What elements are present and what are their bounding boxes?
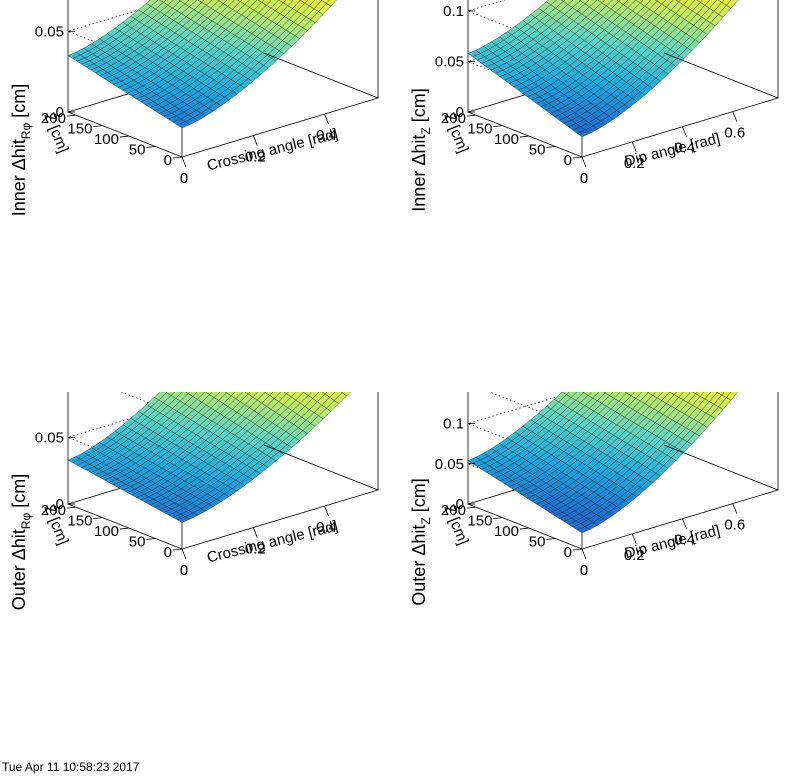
depth-tick-label: 0 bbox=[164, 152, 172, 169]
surface-mesh bbox=[468, 392, 778, 533]
x-tick-label: 0 bbox=[580, 170, 588, 187]
depth-tick-mark bbox=[120, 136, 129, 137]
x-tick-mark bbox=[683, 127, 687, 137]
x-tick-mark bbox=[733, 112, 737, 122]
depth-tick-mark bbox=[467, 507, 476, 508]
depth-tick-mark bbox=[520, 136, 529, 137]
z-tick-label: 0.1 bbox=[443, 416, 464, 433]
depth-tick-label: 100 bbox=[494, 131, 519, 148]
depth-tick-mark bbox=[146, 539, 155, 540]
z-tick-label: 0 bbox=[456, 496, 464, 513]
z-tick-label: 0.1 bbox=[443, 3, 464, 20]
depth-tick-label: 100 bbox=[94, 131, 119, 148]
x-tick-mark bbox=[733, 504, 737, 514]
z-tick-label: 0 bbox=[56, 104, 64, 121]
depth-tick-mark bbox=[546, 147, 555, 148]
depth-tick-mark bbox=[573, 157, 582, 158]
z-axis-label: Outer ΔhitZ [cm] bbox=[409, 478, 433, 605]
depth-tick-label: 150 bbox=[467, 513, 492, 530]
x-tick-mark bbox=[325, 114, 329, 124]
x-tick-mark bbox=[253, 528, 257, 538]
depth-tick-mark bbox=[146, 147, 155, 148]
depth-tick-mark bbox=[93, 518, 102, 519]
footer-timestamp: Tue Apr 11 10:58:23 2017 bbox=[2, 760, 139, 774]
depth-tick-label: 0 bbox=[564, 152, 572, 169]
surface-mesh bbox=[468, 0, 778, 137]
x-tick-mark bbox=[253, 136, 257, 146]
x-tick-mark bbox=[582, 157, 586, 167]
x-axis-label: Crossing angle [rad] bbox=[205, 518, 339, 567]
depth-tick-label: 0 bbox=[564, 544, 572, 561]
x-axis-label: Crossing angle [rad] bbox=[205, 126, 339, 175]
z-tick-label: 0.05 bbox=[35, 429, 64, 446]
depth-tick-label: 100 bbox=[94, 523, 119, 540]
depth-tick-mark bbox=[93, 126, 102, 127]
z-tick-label: 0.05 bbox=[435, 53, 464, 70]
depth-tick-label: 150 bbox=[67, 513, 92, 530]
depth-tick-label: 150 bbox=[67, 121, 92, 138]
x-tick-label: 0 bbox=[180, 562, 188, 579]
x-tick-label: 0.6 bbox=[724, 125, 745, 142]
z-axis-label: Inner ΔhitZ [cm] bbox=[409, 88, 433, 211]
z-tick-label: 0 bbox=[56, 496, 64, 513]
depth-tick-label: 100 bbox=[494, 523, 519, 540]
depth-tick-label: 50 bbox=[129, 142, 146, 159]
depth-tick-mark bbox=[493, 126, 502, 127]
x-axis-label: Dip angle [rad] bbox=[623, 130, 722, 170]
z-axis-label: Inner ΔhitRφ [cm] bbox=[9, 84, 33, 217]
z-tick-label: 0 bbox=[456, 104, 464, 121]
depth-tick-mark bbox=[520, 528, 529, 529]
depth-tick-mark bbox=[573, 549, 582, 550]
depth-tick-mark bbox=[546, 539, 555, 540]
depth-tick-mark bbox=[467, 115, 476, 116]
x-tick-mark bbox=[325, 506, 329, 516]
surface-mesh bbox=[68, 0, 378, 128]
x-tick-mark bbox=[683, 519, 687, 529]
depth-tick-mark bbox=[67, 115, 76, 116]
x-tick-label: 0.6 bbox=[724, 517, 745, 534]
x-tick-label: 0 bbox=[180, 170, 188, 187]
surface-mesh bbox=[68, 392, 378, 522]
x-tick-label: 0 bbox=[580, 562, 588, 579]
depth-tick-mark bbox=[67, 507, 76, 508]
z-tick-label: 0.05 bbox=[35, 23, 64, 40]
depth-tick-label: 50 bbox=[129, 534, 146, 551]
depth-tick-mark bbox=[493, 518, 502, 519]
z-tick-label: 0.05 bbox=[435, 456, 464, 473]
depth-tick-label: 150 bbox=[467, 121, 492, 138]
depth-tick-label: 50 bbox=[529, 142, 546, 159]
depth-tick-label: 0 bbox=[164, 544, 172, 561]
z-axis-label: Outer ΔhitRφ [cm] bbox=[9, 474, 33, 611]
depth-tick-mark bbox=[120, 528, 129, 529]
x-tick-mark bbox=[582, 549, 586, 559]
x-tick-mark bbox=[182, 157, 186, 167]
depth-tick-label: 50 bbox=[529, 534, 546, 551]
x-axis-label: Dip angle [rad] bbox=[623, 522, 722, 562]
x-tick-mark bbox=[182, 549, 186, 559]
depth-tick-mark bbox=[173, 157, 182, 158]
depth-tick-mark bbox=[173, 549, 182, 550]
